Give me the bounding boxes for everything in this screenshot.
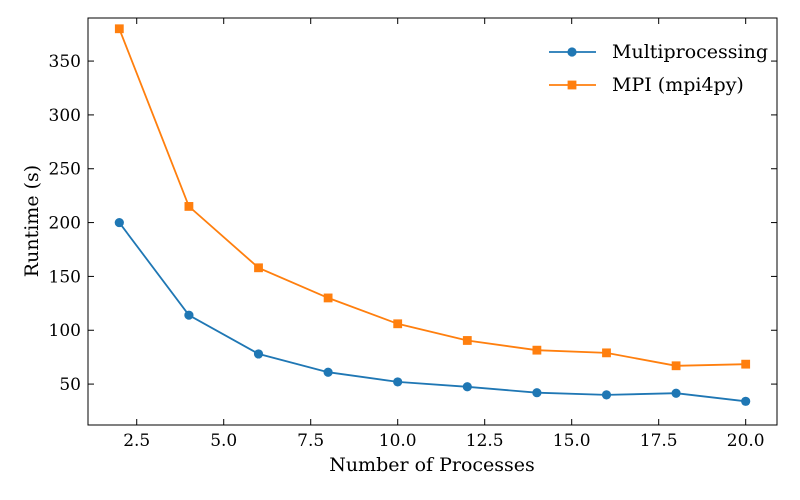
data-point — [184, 310, 194, 320]
series-line — [118, 28, 746, 367]
x-tick-label: 5.0 — [210, 431, 237, 451]
y-tick-label: 300 — [49, 106, 81, 126]
x-tick-label: 10.0 — [379, 431, 417, 451]
x-tick-label: 12.5 — [466, 431, 504, 451]
legend-marker — [567, 80, 577, 90]
plot-frame — [87, 17, 778, 426]
series-line — [118, 222, 746, 403]
data-point — [602, 348, 611, 358]
data-point — [532, 388, 542, 398]
legend: Multiprocessing MPI (mpi4py) — [549, 41, 768, 96]
data-point — [462, 382, 472, 392]
x-tick-label: 2.5 — [123, 431, 150, 451]
data-point — [671, 361, 681, 371]
data-point — [114, 217, 124, 228]
y-tick-label: 200 — [49, 214, 81, 234]
x-tick-label: 15.0 — [553, 431, 591, 451]
series-layer — [114, 24, 751, 406]
data-point — [671, 388, 681, 398]
data-point — [253, 349, 264, 359]
data-point — [393, 377, 403, 387]
data-point — [114, 24, 124, 34]
x-axis-title: Number of Processes — [329, 454, 535, 476]
legend-label: Multiprocessing — [612, 41, 768, 63]
x-tick-label: 7.5 — [297, 431, 324, 451]
data-point — [184, 202, 194, 211]
x-tick-label: 20.0 — [727, 431, 765, 451]
data-point — [741, 396, 751, 406]
data-point — [741, 359, 751, 369]
data-point — [323, 367, 333, 377]
y-tick-label: 250 — [49, 160, 81, 180]
data-point — [323, 293, 333, 303]
legend-label: MPI (mpi4py) — [612, 74, 744, 96]
data-point — [254, 263, 263, 273]
data-point — [601, 390, 612, 400]
legend-marker — [567, 47, 577, 57]
axis-ticks: 2.5 5.0 7.5 10.0 12.5 15.0 17.5 20.0 50 100 150 200… — [49, 18, 777, 451]
y-tick-label: 100 — [49, 321, 81, 341]
y-tick-label: 150 — [49, 267, 81, 287]
x-tick-label: 17.5 — [640, 431, 678, 451]
y-axis-title: Runtime (s) — [21, 165, 43, 277]
y-tick-label: 50 — [59, 375, 81, 395]
y-tick-label: 350 — [49, 52, 81, 72]
data-point — [462, 336, 472, 345]
data-point — [532, 345, 542, 355]
data-point — [393, 319, 403, 329]
